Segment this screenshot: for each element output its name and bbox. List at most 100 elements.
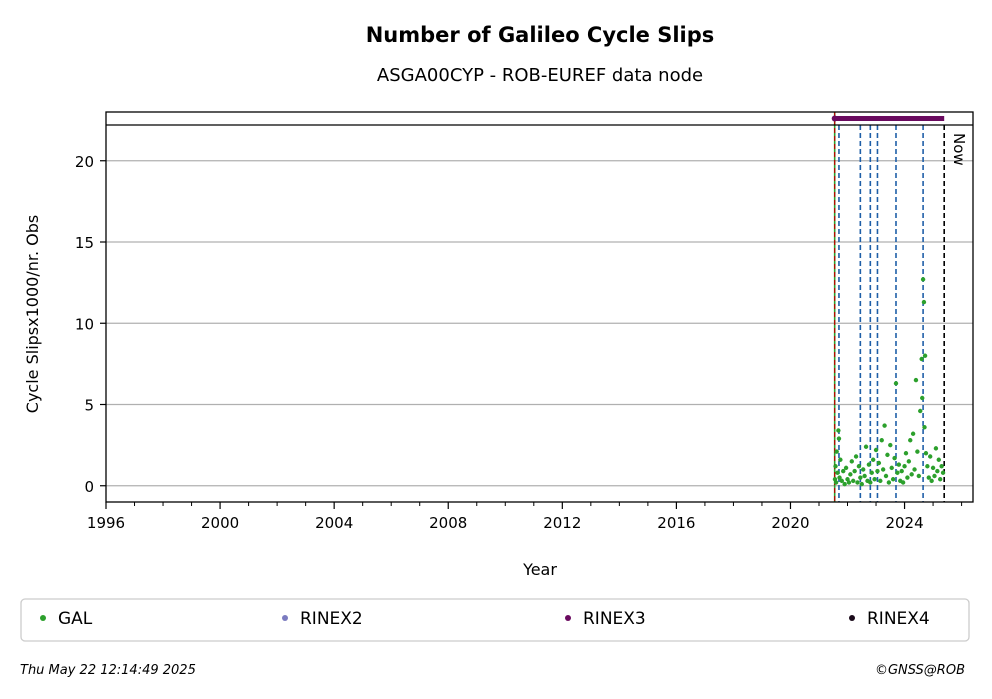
gal-point	[841, 468, 846, 474]
gal-point	[862, 473, 867, 479]
gal-point	[902, 464, 907, 469]
gal-point	[833, 480, 839, 485]
gal-point	[876, 460, 882, 466]
gal-point	[883, 473, 889, 479]
gal-point	[906, 459, 912, 464]
chart-title: Number of Galileo Cycle Slips	[366, 23, 715, 47]
gal-point	[900, 480, 906, 485]
footer-credit: ©GNSS@ROB	[875, 663, 965, 678]
gal-point	[851, 478, 856, 484]
gal-point	[892, 455, 897, 461]
gal-point	[915, 449, 920, 454]
y-axis-label: Cycle Slipsx1000/nr. Obs	[23, 215, 42, 413]
gal-point	[843, 465, 849, 471]
gal-point	[910, 431, 916, 436]
legend: GAL RINEX2 RINEX3 RINEX4	[40, 609, 930, 629]
gal-point	[919, 356, 924, 362]
gal-point	[921, 299, 927, 305]
gal-point	[932, 473, 937, 479]
gal-point	[880, 467, 886, 472]
gal-point	[920, 395, 925, 401]
y-axis-ticks: 0 5 10 15 20	[75, 153, 106, 496]
gal-point	[893, 381, 899, 386]
rinex3-bar-start	[831, 115, 838, 122]
gal-point	[839, 478, 845, 484]
y-tick-label: 5	[84, 397, 94, 415]
gal-point	[838, 457, 843, 462]
gal-point	[866, 462, 872, 467]
gal-point	[895, 470, 900, 475]
gal-point	[835, 470, 840, 475]
legend-marker	[282, 615, 288, 621]
gal-point	[860, 467, 866, 472]
gal-point	[940, 470, 946, 475]
gal-point	[836, 436, 842, 441]
gal-point	[868, 480, 873, 485]
gal-point	[930, 465, 936, 471]
gal-point	[863, 444, 869, 449]
plot-frame	[105, 111, 974, 503]
gal-point	[922, 425, 927, 430]
gal-point	[908, 438, 913, 443]
gal-point	[890, 477, 896, 482]
gal-point	[848, 472, 853, 477]
gal-point	[875, 468, 880, 474]
x-tick-label: 2008	[429, 514, 467, 532]
gal-point	[886, 480, 892, 485]
gal-point	[903, 451, 909, 456]
gal-point	[889, 465, 894, 471]
gal-point	[920, 277, 926, 282]
legend-label: RINEX4	[867, 609, 930, 629]
x-tick-label: 2020	[771, 514, 809, 532]
grid-lines	[106, 160, 973, 487]
gal-points	[832, 277, 946, 487]
gal-point	[916, 473, 922, 479]
legend-marker	[849, 615, 855, 621]
y-tick-label: 20	[75, 153, 94, 171]
x-tick-label: 2000	[201, 514, 239, 532]
now-label: Now	[950, 133, 968, 166]
gal-point	[856, 464, 862, 469]
gal-point	[926, 475, 931, 480]
gal-point	[846, 480, 852, 485]
legend-box	[20, 598, 970, 642]
gal-point	[918, 408, 923, 414]
gal-point	[836, 428, 841, 433]
gal-point	[923, 451, 929, 456]
gal-point	[853, 454, 859, 459]
gal-point	[938, 477, 943, 482]
y-tick-label: 10	[75, 315, 94, 333]
gal-point	[833, 464, 838, 469]
legend-label: RINEX2	[300, 609, 363, 629]
gal-point	[879, 438, 884, 443]
gal-point	[837, 475, 842, 480]
equipment-change-lines	[833, 112, 945, 502]
gal-point	[899, 468, 904, 474]
legend-marker	[40, 615, 46, 621]
x-tick-label: 2024	[885, 514, 923, 532]
gal-point	[855, 480, 860, 485]
chart-subtitle: ASGA00CYP - ROB-EUREF data node	[377, 65, 703, 86]
y-tick-label: 15	[75, 234, 94, 252]
gal-point	[929, 478, 934, 484]
gal-point	[870, 457, 876, 462]
gal-point	[922, 353, 928, 358]
gal-point	[913, 377, 919, 383]
x-tick-label: 2004	[315, 514, 353, 532]
gal-point	[896, 462, 902, 467]
legend-marker	[565, 615, 571, 621]
gal-point	[869, 470, 874, 475]
gal-point	[936, 457, 941, 462]
rinex-bars	[831, 115, 945, 122]
gal-point	[873, 447, 879, 453]
gal-point	[852, 468, 857, 474]
gal-point	[872, 477, 877, 482]
gal-point	[888, 442, 893, 448]
gal-point	[912, 467, 917, 472]
x-tick-label: 2012	[543, 514, 581, 532]
x-tick-label: 1996	[87, 514, 125, 532]
gal-point	[909, 472, 914, 477]
x-axis-label: Year	[522, 560, 557, 579]
legend-label: GAL	[58, 609, 93, 629]
